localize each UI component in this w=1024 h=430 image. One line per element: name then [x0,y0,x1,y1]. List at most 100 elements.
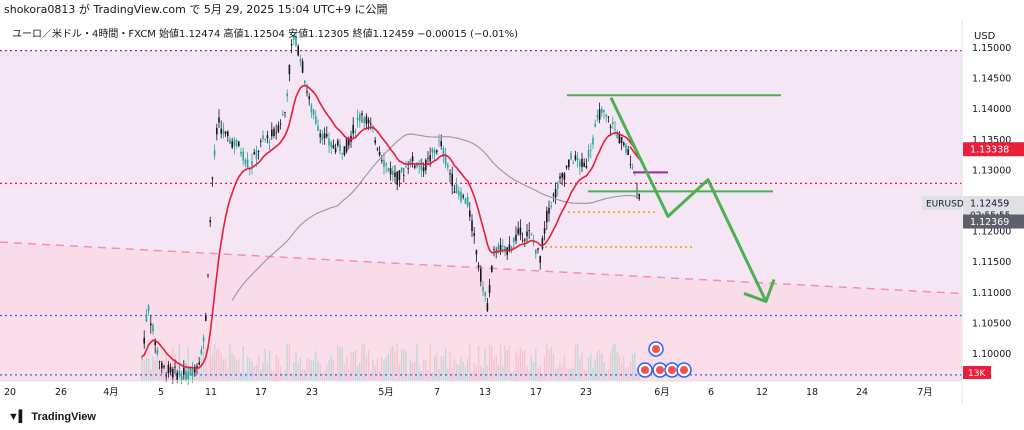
event-flag-dot [641,366,649,374]
volume-bar [330,355,332,381]
candle-body [207,275,209,276]
volume-bar [550,346,552,381]
candle-body [528,229,530,231]
candle-body [403,175,405,176]
candle-body [601,108,603,113]
time-tick-label: 5月 [378,387,394,398]
volume-bar [603,362,605,381]
candle-body [161,362,163,369]
candle-body [262,135,264,139]
candle-body [178,371,181,376]
volume-bar [308,359,310,381]
price-tick-label: 1.14500 [972,74,1011,85]
candle-body [620,137,623,144]
candle-body [623,142,625,145]
candle-body [563,173,566,180]
candle-body [275,132,277,134]
candle-body [361,113,363,116]
volume-bar [497,365,500,381]
volume-bar [372,359,374,381]
candle-body [526,231,528,237]
volume-bar [277,358,280,381]
candle-body [508,244,511,251]
candle-body [299,59,302,62]
volume-bar [163,359,165,381]
volume-bar [213,343,216,381]
volume-bar [224,358,227,381]
volume-bar [147,358,150,381]
volume-bar [587,357,590,381]
volume-bar [328,360,330,381]
volume-bar [491,345,493,381]
candle-body [383,159,385,167]
time-tick-label: 18 [806,387,818,398]
candle-body [290,43,293,46]
volume-bar [407,372,409,381]
volume-bar [365,356,368,381]
volume-bar [537,368,539,381]
volume-bar [345,356,348,381]
volume-bar [594,358,596,381]
candle-body [163,365,165,368]
volume-bar [596,351,599,381]
candle-body [475,250,478,255]
volume-bar [539,365,541,381]
volume-bar [515,351,517,381]
candle-body [427,157,429,159]
volume-bar [376,358,379,381]
volume-bar [389,346,392,381]
candle-body [561,173,563,178]
candle-body [407,168,409,169]
footer: ▼▍ TradingView [0,404,1024,430]
candle-body [213,150,216,156]
candle-body [590,149,592,151]
volume-bar [240,372,242,381]
candle-body [306,91,308,93]
candle-body [330,141,332,148]
candle-body [367,119,370,124]
candle-body [596,115,599,118]
volume-bar [284,370,286,381]
candle-body [209,220,211,223]
volume-bar [623,355,625,381]
price-chart[interactable]: ユーロ／米ドル・4時間・FXCM 始値1.12474 高値1.12504 安値1… [0,20,1024,424]
candle-body [530,234,533,236]
volume-bar [629,361,632,381]
candle-body [482,286,484,292]
candle-body [598,109,601,120]
drawings [545,94,781,248]
volume-bar [354,350,357,381]
tradingview-logo[interactable]: ▼▍ TradingView [8,410,96,423]
volume-bar [524,350,526,381]
volume-bar [548,350,550,381]
candle-body [532,242,535,244]
chart-legend: ユーロ／米ドル・4時間・FXCM 始値1.12474 高値1.12504 安値1… [12,27,518,40]
volume-bar [634,351,636,381]
volume-bar [244,372,247,381]
volume-bar [165,353,167,381]
candle-body [572,162,574,164]
volume-bar [418,366,420,381]
candle-body [202,337,205,342]
candle-body [466,196,469,207]
candle-body [343,146,346,155]
volume-bar [238,358,240,381]
event-icons[interactable] [637,341,692,378]
candle-body [143,337,145,344]
volume-bar [532,362,535,381]
volume-bar [363,343,365,381]
volume-bar [387,353,390,381]
candle-body [326,134,328,137]
candle-body [565,165,568,168]
volume-bar [559,362,561,381]
candle-body [477,265,480,268]
volume-bar [299,357,302,381]
candle-body [328,138,330,146]
time-tick-label: 23 [580,387,592,398]
candle-body [359,114,361,121]
volume-bar [473,362,475,381]
candle-body [455,184,458,193]
candle-body [180,375,183,381]
volume-bar [279,366,282,381]
candle-body [222,129,225,135]
